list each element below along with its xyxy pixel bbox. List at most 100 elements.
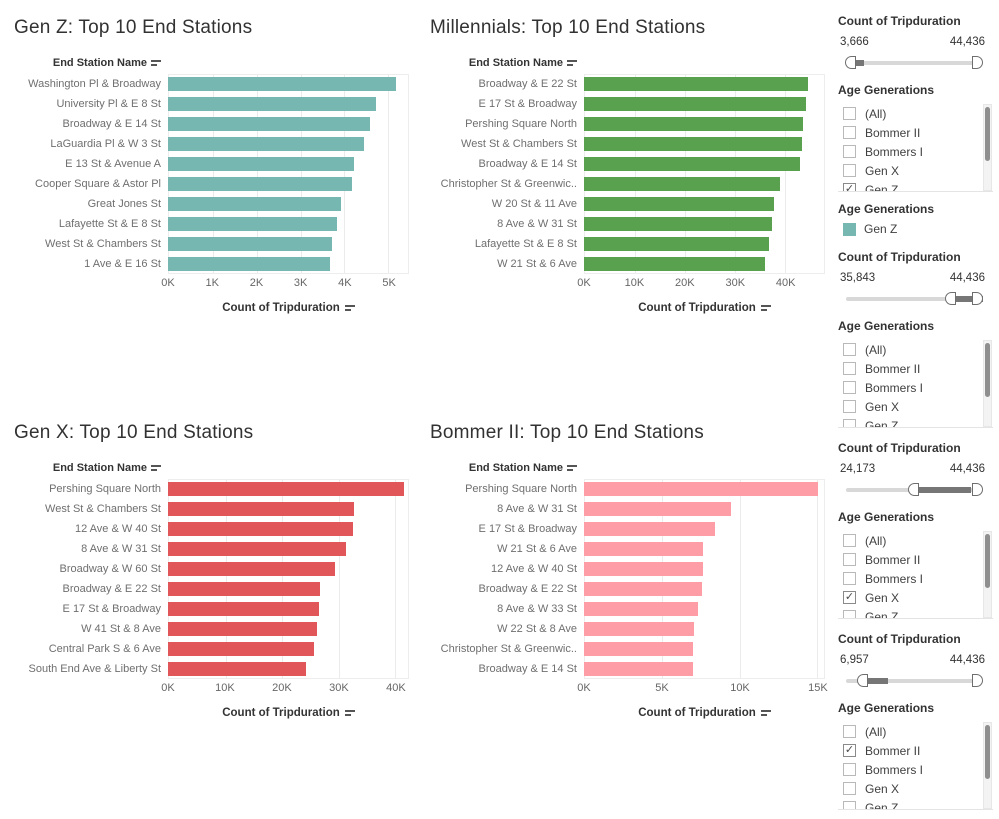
checkbox[interactable] [843,343,856,356]
bar[interactable] [584,482,818,496]
slider-left-handle[interactable] [845,56,857,69]
scrollbar[interactable] [983,340,992,427]
checkbox[interactable] [843,164,856,177]
bar[interactable] [168,237,332,251]
checkbox-option[interactable]: Bommers I [838,378,993,397]
row-label[interactable]: West St & Chambers St [45,503,161,515]
row-label[interactable]: 12 Ave & W 40 St [74,523,161,535]
row-label[interactable]: Broadway & W 60 St [59,563,162,575]
bar[interactable] [168,642,314,656]
checkbox-option[interactable]: Gen Z [838,607,993,618]
range-slider[interactable] [845,56,983,69]
checkbox[interactable] [843,419,856,427]
checkbox-option[interactable]: Bommers I [838,760,993,779]
row-label[interactable]: Christopher St & Greenwic.. [440,643,577,655]
bar[interactable] [168,97,376,111]
checkbox[interactable] [843,801,856,809]
sort-descending-icon[interactable] [344,710,355,716]
checkbox-option[interactable]: (All) [838,722,993,741]
scrollbar-thumb[interactable] [985,107,990,161]
checkbox[interactable] [843,610,856,618]
row-label[interactable]: Broadway & E 14 St [478,663,577,675]
checkbox-option[interactable]: Gen X [838,161,993,180]
sort-descending-icon[interactable] [151,465,161,471]
checkbox-option[interactable]: Bommers I [838,142,993,161]
row-label[interactable]: Broadway & E 22 St [62,583,161,595]
checkbox-option[interactable]: ✓ Bommer II [838,741,993,760]
row-label[interactable]: W 20 St & 11 Ave [491,198,577,210]
checkbox[interactable]: ✓ [843,183,856,191]
bar[interactable] [584,137,803,151]
sort-descending-icon[interactable] [760,305,771,311]
row-label[interactable]: Broadway & E 22 St [478,78,577,90]
checkbox[interactable] [843,126,856,139]
scrollbar-thumb[interactable] [985,343,990,397]
row-label[interactable]: Cooper Square & Astor Pl [35,178,161,190]
bar[interactable] [168,217,338,231]
slider-right-handle[interactable] [972,292,983,305]
scrollbar[interactable] [983,531,992,618]
range-slider[interactable] [846,292,983,305]
bar[interactable] [584,522,716,536]
bar[interactable] [168,137,364,151]
row-label[interactable]: Pershing Square North [49,483,161,495]
row-label[interactable]: W 22 St & 8 Ave [497,623,577,635]
checkbox-option[interactable]: Gen Z [838,798,993,809]
checkbox-option[interactable]: Bommer II [838,359,993,378]
bar[interactable] [168,622,317,636]
checkbox-option[interactable]: (All) [838,531,993,550]
bar[interactable] [168,197,341,211]
checkbox-option[interactable]: ✓ Gen Z [838,180,993,191]
slider-left-handle[interactable] [857,674,869,687]
checkbox-option[interactable]: Gen X [838,779,993,798]
row-label[interactable]: Broadway & E 14 St [478,158,577,170]
bar[interactable] [584,177,781,191]
row-label[interactable]: University Pl & E 8 St [56,98,161,110]
checkbox-option[interactable]: Gen Z [838,416,993,427]
bar[interactable] [168,562,335,576]
bar[interactable] [584,237,770,251]
row-label[interactable]: Christopher St & Greenwic.. [440,178,577,190]
row-label[interactable]: Pershing Square North [465,118,577,130]
checkbox-option[interactable]: Gen X [838,397,993,416]
bar[interactable] [168,582,320,596]
bar[interactable] [584,197,774,211]
checkbox-option[interactable]: Bommer II [838,550,993,569]
sort-descending-icon[interactable] [567,60,577,66]
sort-descending-icon[interactable] [567,465,577,471]
range-slider[interactable] [846,483,983,496]
checkbox-option[interactable]: (All) [838,104,993,123]
checkbox-option[interactable]: Bommers I [838,569,993,588]
bar[interactable] [584,157,800,171]
checkbox[interactable] [843,400,856,413]
slider-right-handle[interactable] [972,483,983,496]
checkbox[interactable] [843,725,856,738]
bar[interactable] [584,662,693,676]
scrollbar[interactable] [983,104,992,191]
row-label[interactable]: West St & Chambers St [461,138,577,150]
row-label[interactable]: LaGuardia Pl & W 3 St [50,138,161,150]
bar[interactable] [168,77,396,91]
bar[interactable] [584,582,702,596]
scrollbar[interactable] [983,722,992,809]
row-label[interactable]: E 17 St & Broadway [478,98,577,110]
sort-descending-icon[interactable] [151,60,161,66]
row-label[interactable]: West St & Chambers St [45,238,161,250]
checkbox[interactable] [843,107,856,120]
bar[interactable] [168,542,346,556]
checkbox[interactable]: ✓ [843,591,856,604]
bar[interactable] [584,622,694,636]
row-label[interactable]: 1 Ave & E 16 St [84,258,161,270]
row-label[interactable]: 8 Ave & W 33 St [497,603,577,615]
bar[interactable] [168,257,331,271]
row-label[interactable]: Great Jones St [87,198,161,210]
bar[interactable] [584,117,803,131]
bar[interactable] [584,257,765,271]
row-label[interactable]: Broadway & E 14 St [62,118,161,130]
slider-right-handle[interactable] [972,56,983,69]
bar[interactable] [584,562,703,576]
scrollbar-thumb[interactable] [985,534,990,588]
row-label[interactable]: W 21 St & 6 Ave [497,543,577,555]
range-slider[interactable] [846,674,983,687]
bar[interactable] [584,602,698,616]
